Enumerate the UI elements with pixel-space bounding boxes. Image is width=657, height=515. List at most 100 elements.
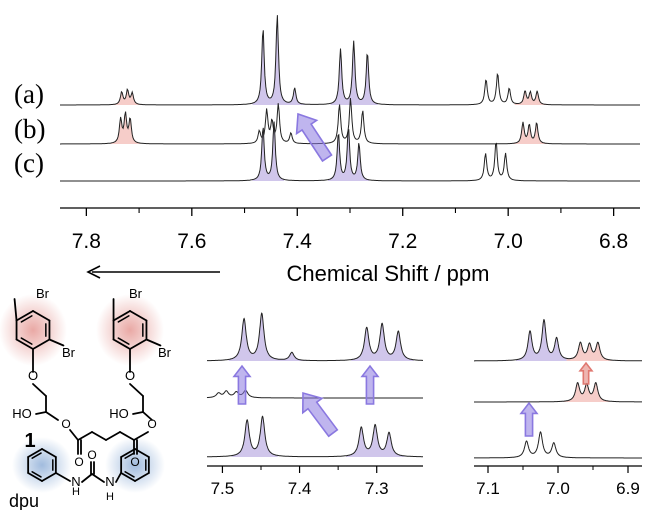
o-label-4: O	[147, 417, 156, 431]
zoom-right-arrow-2	[578, 361, 594, 385]
chain-bond	[105, 431, 121, 441]
zoom-left-arrow-2	[360, 364, 380, 405]
main-trace-2-purple-region-0	[252, 121, 285, 181]
main-tick-label-1: 7.6	[177, 230, 206, 253]
br-label-4: Br	[158, 345, 172, 360]
linker-bond	[132, 411, 144, 415]
main-tick-label-4: 7.0	[494, 230, 523, 253]
zoomL-trace-2-line	[207, 415, 423, 458]
zoomL-trace-2-purple-region-1	[346, 424, 405, 457]
zoomL-tick-label-2: 7.3	[365, 479, 389, 498]
dpu-ring-right-bond	[134, 472, 150, 482]
main-spectra: (a) (b) (c)	[14, 15, 640, 182]
main-trace-1-line	[60, 97, 640, 145]
chain-bond	[69, 429, 79, 441]
o-label-1: O	[28, 368, 38, 383]
br-bond-left	[48, 338, 65, 347]
main-trace-0-line	[60, 15, 640, 106]
dpu-ring-left-double-bond	[31, 471, 42, 478]
br-label-1: Br	[36, 286, 50, 301]
dpu-ring-right-double-bond	[124, 471, 135, 478]
main-shift-arrow	[295, 112, 333, 163]
linker-bond	[129, 383, 144, 397]
zoomR-tick-label-0: 7.1	[476, 479, 500, 498]
right-aryl-ring-bond	[112, 338, 131, 350]
dpu-ring-left-bond	[27, 448, 43, 458]
zoomR-trace-1-pink-region-0	[563, 382, 610, 402]
main-x-axis: 7.8 7.6 7.4 7.2 7.0 6.8	[60, 207, 640, 253]
main-trace-2-line	[60, 121, 640, 182]
right-aryl-ring-bond	[129, 310, 148, 322]
br-bond-left-top	[13, 298, 18, 322]
linker-bond	[32, 383, 47, 397]
right-aryl-ring-double-bond	[117, 337, 130, 345]
br-bond-right	[145, 338, 162, 347]
zoomL-trace-2-purple-region-0	[231, 416, 278, 457]
left-aryl-ring-bond	[15, 338, 34, 350]
dpu-ring-left-bond	[27, 472, 43, 482]
chain-bond	[91, 431, 107, 441]
dpu-ring-highlight-right	[105, 437, 165, 493]
zoom-left-arrow-diagonal	[301, 391, 339, 438]
n-label-1: N	[71, 474, 80, 489]
h-label-1: H	[72, 486, 80, 498]
dpu-ring-left-bond	[41, 448, 57, 458]
chain-bond	[119, 431, 135, 441]
o-label-2: O	[125, 368, 135, 383]
o-label-7: O	[87, 448, 96, 462]
main-tick-label-0: 7.8	[72, 230, 101, 253]
right-aryl-ring-double-bond	[117, 315, 130, 323]
main-tick-label-5: 6.8	[599, 230, 628, 253]
zoomR-trace-1-line	[474, 382, 642, 403]
zoom-left-panel: 7.5 7.4 7.3	[206, 312, 423, 498]
main-trace-2-purple-region-1	[328, 129, 370, 181]
dpu-ring-right-double-bond	[124, 452, 135, 459]
chain-bond	[133, 431, 149, 441]
zoomL-trace-0-line	[207, 312, 423, 362]
main-trace-0-purple-region-1	[330, 40, 378, 105]
zoomR-trace-2-line	[474, 431, 642, 459]
main-trace-0-pink-region-1	[514, 90, 548, 105]
linker-bond	[45, 411, 59, 421]
zoomR-trace-0-line	[474, 318, 642, 362]
left-aryl-ring-double-bond	[20, 337, 33, 345]
o-label-5: O	[74, 455, 83, 469]
dpu-ring-left-double-bond	[31, 452, 42, 459]
compound-number: 1	[24, 430, 35, 452]
dpu-bond	[81, 473, 93, 483]
ho-label-1: HO	[12, 406, 32, 421]
main-trace-1-pink-region-1	[513, 121, 548, 144]
zoomR-trace-0-pink-region-0	[566, 342, 612, 361]
dpu-bond	[115, 472, 122, 483]
trace-label-0: (a)	[14, 79, 44, 109]
dpu-label: dpu	[9, 491, 39, 510]
zoomR-trace-0-purple-region-0	[516, 319, 571, 361]
left-aryl-ring-double-bond	[20, 315, 33, 323]
zoomR-tick-label-1: 7.0	[546, 479, 570, 498]
linker-bond	[35, 411, 47, 415]
trace-label-1: (b)	[14, 114, 45, 144]
br-label-2: Br	[62, 345, 76, 360]
zoom-right-arrow-1	[519, 401, 539, 437]
o-label-6: O	[130, 455, 139, 469]
h-label-2: H	[106, 491, 114, 503]
shift-arrows	[232, 112, 594, 438]
trace-label-2: (c)	[14, 148, 44, 178]
br-label-3: Br	[129, 286, 143, 301]
left-aryl-ring-bond	[32, 338, 51, 350]
left-aryl-ring-bond	[15, 310, 34, 322]
main-tick-label-3: 7.2	[388, 230, 417, 253]
o-label-3: O	[61, 417, 70, 431]
right-aryl-ring-bond	[112, 310, 131, 322]
right-aryl-ring-bond	[129, 338, 148, 350]
zoomL-tick-label-1: 7.4	[288, 479, 312, 498]
left-aryl-ring-bond	[32, 310, 51, 322]
zoom-right-panel: 7.1 7.0 6.9	[474, 318, 642, 498]
x-axis-title: Chemical Shift / ppm	[287, 261, 490, 286]
dpu-ring-right-bond	[120, 448, 136, 458]
zoomL-tick-label-0: 7.5	[211, 479, 235, 498]
main-trace-1-pink-region-0	[110, 111, 141, 144]
